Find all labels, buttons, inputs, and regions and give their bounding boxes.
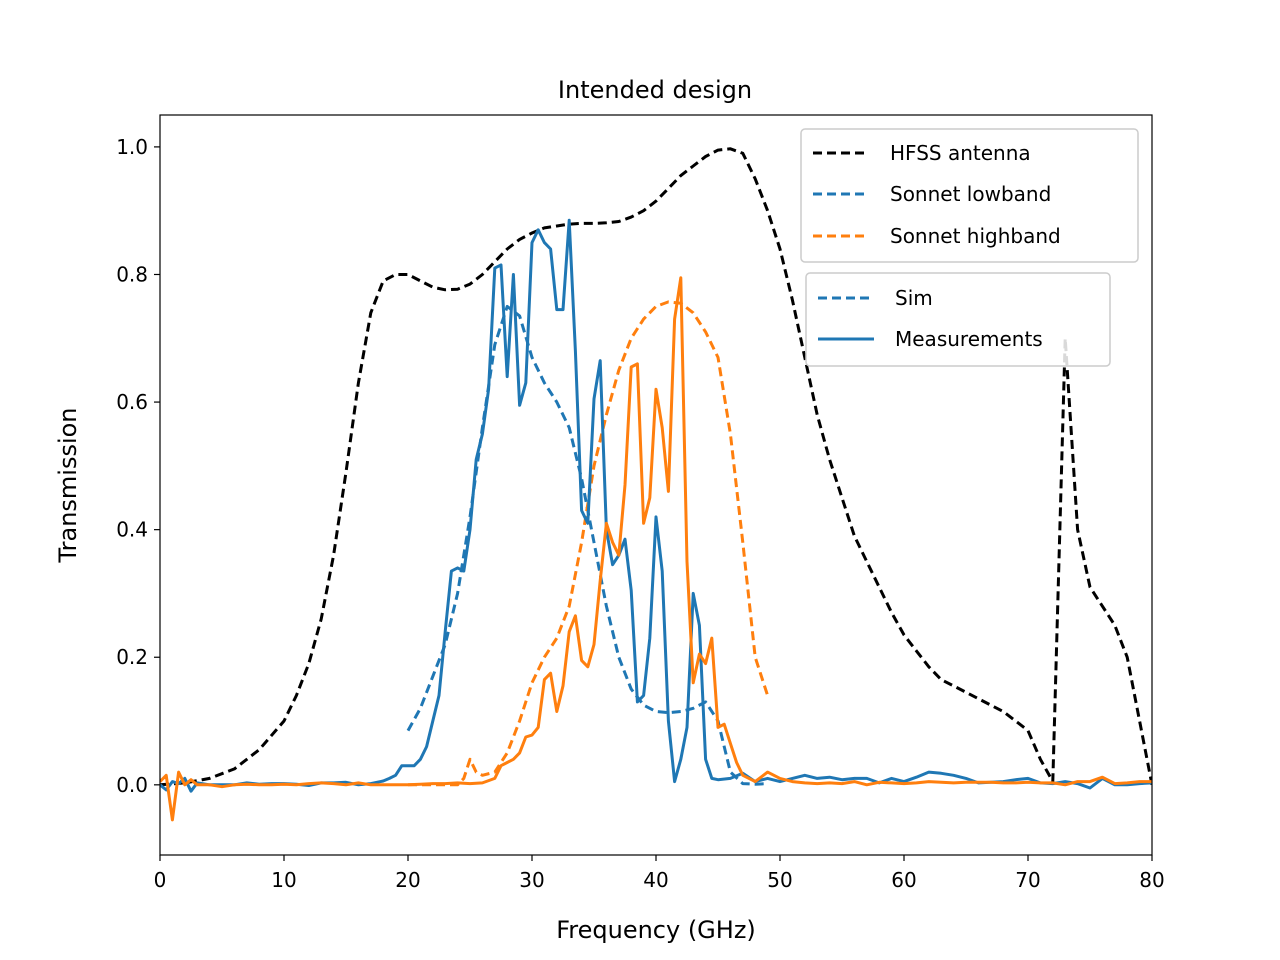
y-axis-label: Transmission [54, 407, 82, 563]
x-tick-label: 40 [643, 868, 668, 892]
series-line-hfss-antenna [160, 147, 1152, 787]
y-tick-label: 0.0 [116, 773, 148, 797]
x-tick-label: 20 [395, 868, 420, 892]
y-tick-label: 0.2 [116, 645, 148, 669]
legend-label-highband: Sonnet highband [890, 224, 1061, 248]
chart-title: Intended design [558, 76, 752, 104]
legend-series: HFSS antenna Sonnet lowband Sonnet highb… [800, 128, 1139, 263]
x-tick-label: 60 [891, 868, 916, 892]
x-tick-label: 70 [1015, 868, 1040, 892]
y-tick-label: 0.6 [116, 390, 148, 414]
legend-label-lowband: Sonnet lowband [890, 182, 1051, 206]
y-axis: 0.0 0.2 0.4 0.6 0.8 1.0 [116, 135, 160, 797]
legend-style: Sim Measurements [805, 272, 1111, 367]
legend-label-hfss: HFSS antenna [890, 141, 1031, 165]
x-axis: 0 10 20 30 40 50 60 70 80 [154, 855, 1165, 892]
x-tick-label: 10 [271, 868, 296, 892]
x-tick-label: 30 [519, 868, 544, 892]
x-tick-label: 0 [154, 868, 167, 892]
legend-label-sim: Sim [895, 286, 933, 310]
y-tick-label: 0.8 [116, 262, 148, 286]
legend-series-box [800, 128, 1139, 263]
x-tick-label: 50 [767, 868, 792, 892]
series-layer [160, 147, 1152, 822]
y-tick-label: 0.4 [116, 518, 148, 542]
legend-style-box [805, 272, 1111, 367]
series-line-sonnet-highband-measurements [160, 276, 1152, 822]
x-tick-label: 80 [1139, 868, 1164, 892]
x-axis-label: Frequency (GHz) [556, 916, 756, 944]
y-tick-label: 1.0 [116, 135, 148, 159]
legend-label-measurements: Measurements [895, 327, 1043, 351]
